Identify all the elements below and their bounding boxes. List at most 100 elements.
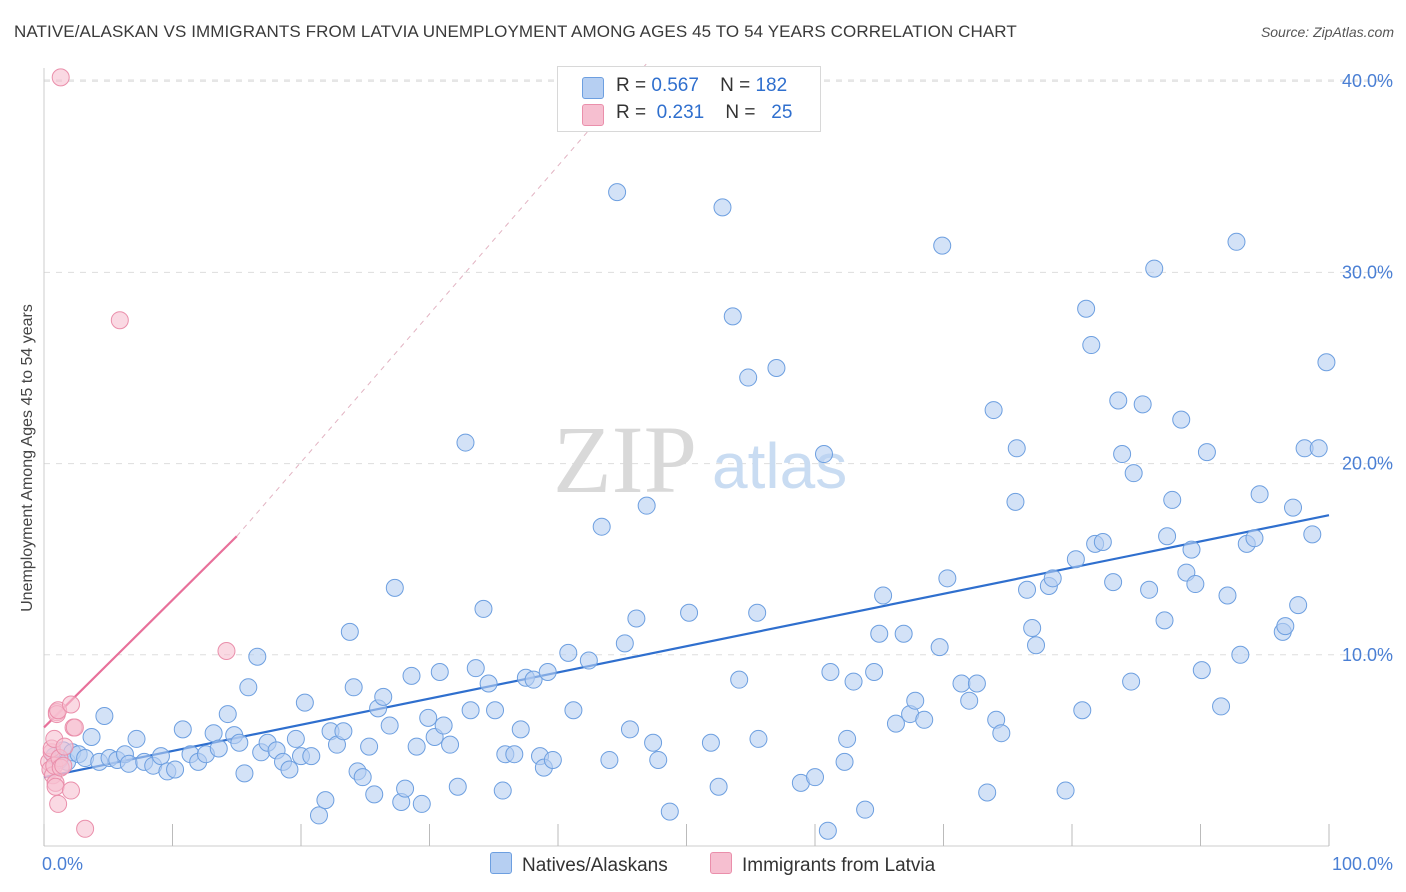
data-point-natives <box>870 624 889 643</box>
data-point-natives <box>1133 395 1152 414</box>
data-point-natives <box>173 720 192 739</box>
data-point-natives <box>1113 445 1132 464</box>
legend-text-natives: R = 0.567 N = 182 <box>616 75 787 97</box>
data-point-natives <box>680 603 699 622</box>
data-point-natives <box>806 768 824 787</box>
data-point-natives <box>316 791 335 810</box>
data-point-natives <box>1276 617 1295 636</box>
data-point-natives <box>1104 573 1123 592</box>
data-point-natives <box>814 445 833 464</box>
data-point-natives <box>441 735 460 754</box>
data-point-natives <box>818 821 837 840</box>
data-point-natives <box>1245 529 1264 548</box>
data-point-natives <box>380 716 399 735</box>
data-point-natives <box>1140 580 1159 599</box>
data-point-natives <box>992 724 1011 743</box>
data-point-natives <box>627 609 646 628</box>
chart-title: NATIVE/ALASKAN VS IMMIGRANTS FROM LATVIA… <box>14 22 1017 41</box>
data-point-natives <box>302 747 321 766</box>
data-point-natives <box>649 750 668 769</box>
data-point-natives <box>1155 611 1174 630</box>
data-point-natives <box>739 368 758 387</box>
data-point-latvia <box>46 777 65 796</box>
data-point-natives <box>620 720 639 739</box>
data-point-natives <box>1284 498 1303 517</box>
data-point-natives <box>1182 540 1201 559</box>
data-point-natives <box>479 674 498 693</box>
data-point-natives <box>844 672 863 691</box>
legend-n-label: N = <box>720 75 751 96</box>
data-point-natives <box>1250 485 1269 504</box>
data-point-natives <box>248 647 267 666</box>
data-point-natives <box>730 670 749 689</box>
y-tick-label: 10.0% <box>1342 645 1393 665</box>
data-point-natives <box>748 603 767 622</box>
data-point-natives <box>505 745 524 764</box>
data-point-natives <box>82 728 101 747</box>
data-point-natives <box>385 578 404 597</box>
data-point-natives <box>960 691 979 710</box>
data-point-natives <box>886 714 905 733</box>
data-point-natives <box>874 586 893 605</box>
data-point-natives <box>930 638 949 657</box>
data-point-natives <box>615 634 634 653</box>
data-point-natives <box>1023 619 1042 638</box>
data-point-natives <box>933 236 952 255</box>
latvia-points <box>40 68 236 838</box>
data-point-natives <box>915 710 934 729</box>
data-point-natives <box>1027 636 1046 655</box>
x-tick-label: 0.0% <box>42 854 83 874</box>
data-point-natives <box>402 666 421 685</box>
data-point-natives <box>419 708 438 727</box>
data-point-natives <box>286 729 305 748</box>
data-point-natives <box>486 701 505 720</box>
data-point-natives <box>461 701 480 720</box>
natives-points <box>45 183 1336 840</box>
data-point-natives <box>608 183 627 202</box>
data-point-natives <box>239 678 258 697</box>
data-point-natives <box>835 752 854 771</box>
trend-line-latvia <box>43 535 238 729</box>
data-point-natives <box>637 496 656 515</box>
axes <box>43 68 1330 847</box>
bottom-legend-label-natives: Natives/Alaskans <box>522 855 668 876</box>
data-point-natives <box>1172 410 1191 429</box>
data-point-natives <box>1289 596 1308 615</box>
data-point-natives <box>538 663 557 682</box>
data-point-natives <box>218 705 237 724</box>
data-point-natives <box>1192 661 1211 680</box>
data-point-natives <box>701 733 720 752</box>
data-point-natives <box>660 802 679 821</box>
data-point-natives <box>938 569 957 588</box>
y-tick-labels: 10.0% 20.0% 30.0% 40.0% <box>1342 71 1393 665</box>
data-point-natives <box>644 733 663 752</box>
watermark-atlas: atlas <box>712 430 847 502</box>
data-point-natives <box>127 729 146 748</box>
data-point-latvia <box>61 695 80 714</box>
data-point-natives <box>767 359 786 377</box>
legend-r-value: 0.231 <box>656 102 705 123</box>
data-point-natives <box>396 779 415 798</box>
data-point-natives <box>984 401 1003 420</box>
data-point-natives <box>209 739 228 758</box>
data-point-natives <box>600 750 619 769</box>
legend-swatch-blue <box>582 77 604 99</box>
data-point-natives <box>1093 532 1112 551</box>
data-point-natives <box>1197 443 1216 462</box>
data-point-natives <box>151 747 170 766</box>
data-point-natives <box>407 737 426 756</box>
bottom-legend-label-latvia: Immigrants from Latvia <box>742 855 936 876</box>
data-point-latvia <box>76 819 95 838</box>
data-point-natives <box>448 777 467 796</box>
data-point-latvia <box>49 794 68 813</box>
data-point-natives <box>493 781 512 800</box>
data-point-natives <box>353 768 372 787</box>
bottom-legend-swatch-pink <box>710 852 732 874</box>
data-point-natives <box>1212 697 1231 716</box>
data-point-natives <box>723 307 742 326</box>
data-point-natives <box>1218 586 1237 605</box>
data-point-natives <box>1317 353 1336 372</box>
source-label: Source: ZipAtlas.com <box>1260 24 1394 40</box>
bottom-legend-swatch-blue <box>490 852 512 874</box>
data-point-natives <box>1309 439 1328 458</box>
